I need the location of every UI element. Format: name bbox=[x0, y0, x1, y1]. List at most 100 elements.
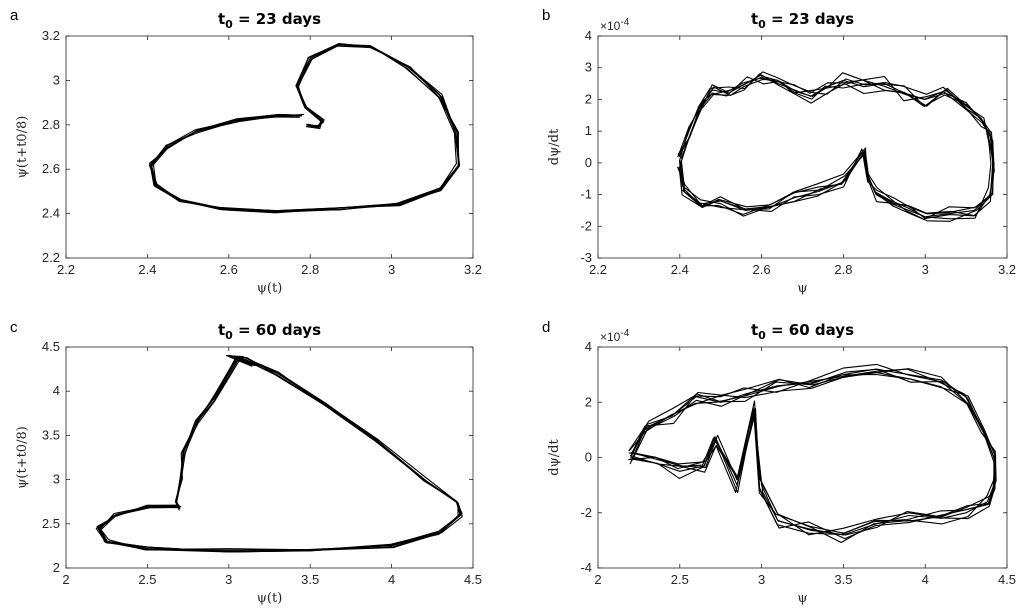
y-tick-label-c: 4 bbox=[53, 383, 60, 398]
y-tick-label-b: 3 bbox=[585, 60, 592, 75]
title-main-a: t bbox=[218, 10, 225, 28]
y-axis-label-b: dψ/dt bbox=[547, 128, 562, 165]
y-tick-label-c: 4.5 bbox=[42, 339, 60, 354]
title-sub-a: 0 bbox=[225, 18, 233, 31]
panel-letter-c: c bbox=[10, 319, 18, 336]
y-tick-label-a: 3 bbox=[53, 72, 60, 87]
title-sub-c: 0 bbox=[225, 329, 233, 342]
x-tick-label-a: 2.4 bbox=[138, 262, 156, 277]
title-rest-b: = 23 days bbox=[766, 10, 854, 28]
title-main-b: t bbox=[751, 10, 758, 28]
exponent-base-d: ×10 bbox=[600, 330, 621, 344]
title-main-d: t bbox=[751, 321, 758, 339]
axes-box-d bbox=[597, 346, 1008, 569]
axes-box-c bbox=[65, 346, 474, 569]
y-tick-label-b: 4 bbox=[585, 28, 592, 43]
y-tick-label-d: 4 bbox=[585, 339, 592, 354]
x-tick-label-d: 4 bbox=[922, 572, 929, 587]
trajectory-line-b bbox=[678, 72, 995, 215]
x-tick-label-c: 4 bbox=[388, 572, 395, 587]
y-tick-label-b: -2 bbox=[580, 218, 592, 233]
y-tick-label-d: 2 bbox=[585, 394, 592, 409]
y-tick-label-c: 2.5 bbox=[42, 516, 60, 531]
x-tick-label-d: 4.5 bbox=[998, 572, 1016, 587]
x-tick-label-b: 2.8 bbox=[834, 262, 852, 277]
x-axis-label-b: ψ bbox=[797, 281, 807, 296]
y-tick-label-a: 3.2 bbox=[42, 28, 60, 43]
exponent-label-d: ×10-4 bbox=[600, 328, 630, 344]
panel-a: 2.2 2.4 2.6 2.8 3 3.2 2.2 2.4 2.6 2.8 3 3.2 t0 = 23 … bbox=[10, 7, 482, 296]
x-tick-label-a: 2.6 bbox=[220, 262, 238, 277]
y-tick-label-a: 2.8 bbox=[42, 117, 60, 132]
title-a: t0 = 23 days bbox=[218, 10, 321, 31]
x-tick-label-b: 3 bbox=[922, 262, 929, 277]
trajectory-line-a bbox=[152, 43, 460, 212]
trajectory-line-d bbox=[630, 368, 996, 536]
exponent-label-b: ×10-4 bbox=[600, 17, 630, 33]
x-tick-label-d: 2 bbox=[594, 572, 601, 587]
title-main-c: t bbox=[218, 321, 225, 339]
axes-box-a bbox=[65, 35, 474, 259]
axes-box-b bbox=[597, 35, 1008, 259]
y-tick-label-b: -1 bbox=[580, 187, 592, 202]
title-b: t0 = 23 days bbox=[751, 10, 854, 31]
y-tick-label-a: 2.2 bbox=[42, 250, 60, 265]
exponent-power-b: -4 bbox=[620, 17, 629, 28]
trajectory-line-a bbox=[148, 44, 459, 214]
y-axis-label-c: ψ(t+t0/8) bbox=[15, 426, 30, 489]
y-tick-label-c: 3 bbox=[53, 472, 60, 487]
exponent-power-d: -4 bbox=[620, 328, 629, 339]
x-tick-label-b: 3.2 bbox=[998, 262, 1016, 277]
y-axis-label-d: dψ/dt bbox=[547, 439, 562, 476]
y-tick-label-c: 2 bbox=[53, 560, 60, 575]
y-tick-label-a: 2.4 bbox=[42, 206, 60, 221]
title-rest-a: = 23 days bbox=[233, 10, 321, 28]
y-tick-label-d: 0 bbox=[585, 450, 592, 465]
x-tick-label-d: 2.5 bbox=[671, 572, 689, 587]
y-tick-label-d: -2 bbox=[580, 505, 592, 520]
x-tick-label-a: 2.2 bbox=[57, 262, 75, 277]
title-d: t0 = 60 days bbox=[751, 321, 854, 342]
x-tick-label-c: 2.5 bbox=[138, 572, 156, 587]
y-tick-label-a: 2.6 bbox=[42, 161, 60, 176]
panel-letter-d: d bbox=[542, 319, 550, 336]
title-sub-b: 0 bbox=[758, 18, 766, 31]
x-tick-label-b: 2.4 bbox=[671, 262, 689, 277]
x-tick-label-a: 3 bbox=[388, 262, 395, 277]
y-tick-label-b: 1 bbox=[585, 123, 592, 138]
y-tick-label-b: 0 bbox=[585, 155, 592, 170]
x-tick-label-b: 2.6 bbox=[753, 262, 771, 277]
x-axis-label-a: ψ(t) bbox=[257, 281, 283, 296]
x-tick-label-c: 3.5 bbox=[301, 572, 319, 587]
trajectory-line-b bbox=[676, 75, 994, 222]
trajectory-line-d bbox=[628, 371, 996, 540]
x-axis-label-c: ψ(t) bbox=[257, 591, 283, 606]
trajectory-line-b bbox=[678, 71, 995, 217]
y-tick-label-b: -3 bbox=[580, 250, 592, 265]
x-tick-label-a: 3.2 bbox=[464, 262, 482, 277]
title-c: t0 = 60 days bbox=[218, 321, 321, 342]
y-axis-label-a: ψ(t+t0/8) bbox=[15, 116, 30, 179]
title-sub-d: 0 bbox=[758, 329, 766, 342]
x-tick-label-c: 2 bbox=[62, 572, 69, 587]
x-tick-label-a: 2.8 bbox=[301, 262, 319, 277]
title-rest-d: = 60 days bbox=[766, 321, 854, 339]
trajectory-line-b bbox=[677, 73, 995, 220]
y-tick-label-b: 2 bbox=[585, 91, 592, 106]
x-tick-label-c: 3 bbox=[225, 572, 232, 587]
panel-letter-a: a bbox=[10, 7, 19, 24]
x-axis-label-d: ψ bbox=[797, 591, 807, 606]
y-tick-label-d: -4 bbox=[580, 560, 592, 575]
exponent-base-b: ×10 bbox=[600, 19, 621, 33]
panel-c: 2 2.5 3 3.5 4 4.5 2 2.5 3 3.5 4 4.5 t0 = 60 days ψ(t)… bbox=[10, 319, 482, 606]
x-tick-label-d: 3 bbox=[758, 572, 765, 587]
x-tick-label-b: 2.2 bbox=[589, 262, 607, 277]
title-rest-c: = 60 days bbox=[233, 321, 321, 339]
y-tick-label-c: 3.5 bbox=[42, 427, 60, 442]
trajectory-line-d bbox=[629, 368, 997, 534]
trajectory-line-c bbox=[95, 354, 461, 553]
x-tick-label-c: 4.5 bbox=[464, 572, 482, 587]
